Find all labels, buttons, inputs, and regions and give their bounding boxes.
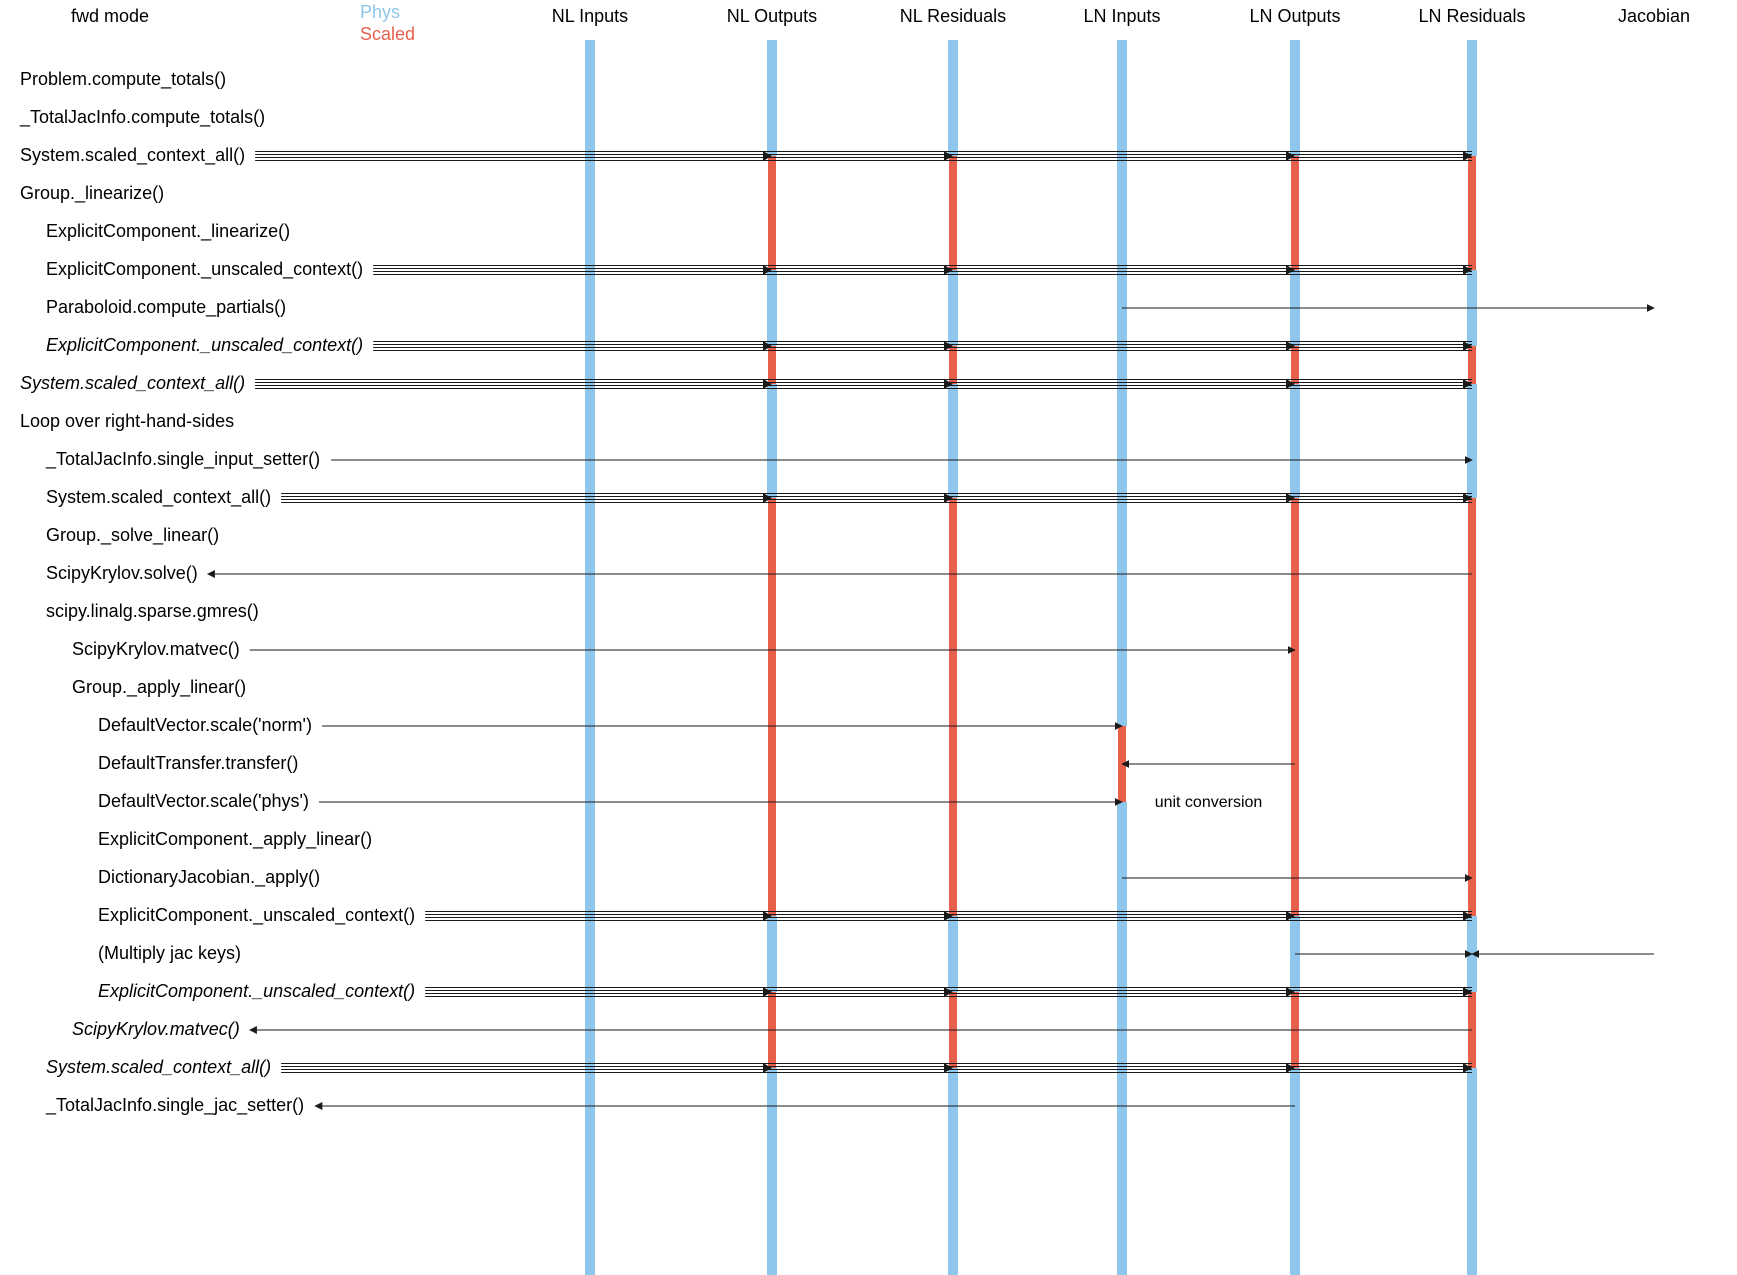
call-label: (Multiply jac keys) xyxy=(98,943,241,963)
annotation: unit conversion xyxy=(1155,794,1263,811)
col-header-jac: Jacobian xyxy=(1618,6,1690,26)
call-label: scipy.linalg.sparse.gmres() xyxy=(46,601,259,621)
call-label: ExplicitComponent._unscaled_context() xyxy=(46,335,363,355)
call-label: _TotalJacInfo.single_jac_setter() xyxy=(45,1095,304,1116)
call-label: Group._solve_linear() xyxy=(46,525,219,546)
call-label: DefaultVector.scale('norm') xyxy=(98,715,312,735)
call-label: ExplicitComponent._apply_linear() xyxy=(98,829,372,850)
col-header-nl_out: NL Outputs xyxy=(727,6,817,26)
call-label: Paraboloid.compute_partials() xyxy=(46,297,286,318)
call-label: DefaultTransfer.transfer() xyxy=(98,753,298,773)
call-label: Group._linearize() xyxy=(20,183,164,204)
lanes-layer xyxy=(590,40,1472,1275)
col-header-ln_in: LN Inputs xyxy=(1083,6,1160,26)
call-label: System.scaled_context_all() xyxy=(46,1057,271,1077)
call-label: ScipyKrylov.matvec() xyxy=(72,639,240,659)
call-label: System.scaled_context_all() xyxy=(20,373,245,393)
call-label: ExplicitComponent._unscaled_context() xyxy=(98,905,415,926)
legend-phys: Phys xyxy=(360,2,400,22)
call-label: ExplicitComponent._unscaled_context() xyxy=(46,259,363,280)
legend-scaled: Scaled xyxy=(360,24,415,44)
call-label: System.scaled_context_all() xyxy=(20,145,245,166)
call-label: Problem.compute_totals() xyxy=(20,69,226,90)
call-label: ScipyKrylov.solve() xyxy=(46,563,198,583)
col-header-ln_res: LN Residuals xyxy=(1418,6,1525,26)
call-label: ScipyKrylov.matvec() xyxy=(72,1019,240,1039)
call-label: ExplicitComponent._linearize() xyxy=(46,221,290,242)
col-header-nl_in: NL Inputs xyxy=(552,6,628,26)
col-header-ln_out: LN Outputs xyxy=(1249,6,1340,26)
call-label: DictionaryJacobian._apply() xyxy=(98,867,320,888)
labels-layer: Problem.compute_totals() _TotalJacInfo.co… xyxy=(19,69,1262,1116)
call-label: _TotalJacInfo.single_input_setter() xyxy=(45,449,320,470)
arrows-layer xyxy=(208,151,1654,1106)
call-label: System.scaled_context_all() xyxy=(46,487,271,508)
call-label: Loop over right-hand-sides xyxy=(20,411,234,431)
title: fwd mode xyxy=(71,6,149,26)
call-label: _TotalJacInfo.compute_totals() xyxy=(19,107,265,128)
col-header-nl_res: NL Residuals xyxy=(900,6,1006,26)
call-label: ExplicitComponent._unscaled_context() xyxy=(98,981,415,1001)
call-label: Group._apply_linear() xyxy=(72,677,246,698)
call-label: DefaultVector.scale('phys') xyxy=(98,791,309,811)
